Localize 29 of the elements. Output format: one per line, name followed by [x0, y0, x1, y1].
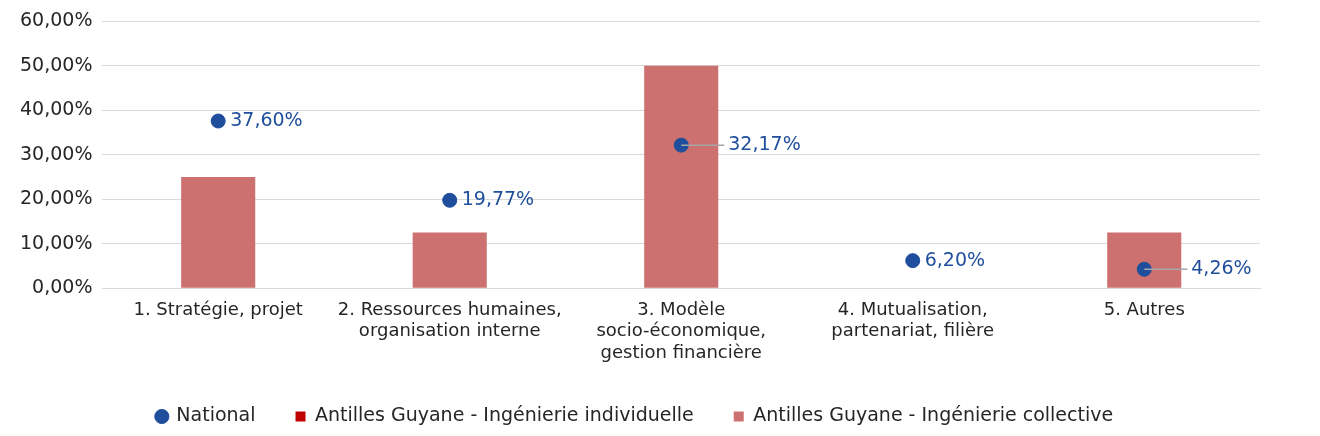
x-tick-label: 4. Mutualisation, partenariat, filière — [831, 297, 995, 341]
data-label: 6,20% — [924, 247, 986, 270]
data-label: 19,77% — [461, 187, 535, 210]
y-tick-label: 50,00% — [19, 52, 93, 75]
x-tick-label: 3. Modèle socio-économique, gestion financière — [596, 297, 767, 362]
x-tick-label: 1. Stratégie, projet — [133, 297, 303, 319]
point — [210, 113, 226, 129]
y-tick-label: 60,00% — [19, 8, 93, 31]
bar — [1107, 232, 1182, 288]
data-label: 37,60% — [230, 107, 303, 130]
data-label: 4,26% — [1191, 256, 1252, 279]
point — [442, 192, 458, 208]
point — [1136, 261, 1152, 277]
y-tick-label: 40,00% — [19, 97, 93, 120]
x-tick-label: 5. Autres — [1103, 297, 1185, 319]
legend-label: Antilles Guyane - Ingénierie individuelle — [315, 403, 694, 426]
y-tick-label: 0,00% — [32, 275, 93, 298]
point — [673, 137, 689, 153]
bar — [412, 232, 487, 288]
legend-label: National — [176, 403, 256, 426]
y-tick-label: 10,00% — [19, 230, 93, 253]
y-tick-label: 30,00% — [19, 141, 93, 164]
bar — [181, 177, 256, 288]
data-label: 32,17% — [728, 132, 801, 155]
y-tick-label: 20,00% — [19, 186, 93, 209]
x-tick-label: 2. Ressources humaines, organisation interne — [337, 297, 562, 341]
point — [905, 253, 921, 269]
legend-label: Antilles Guyane - Ingénierie collective — [753, 403, 1114, 426]
bar — [644, 65, 719, 288]
